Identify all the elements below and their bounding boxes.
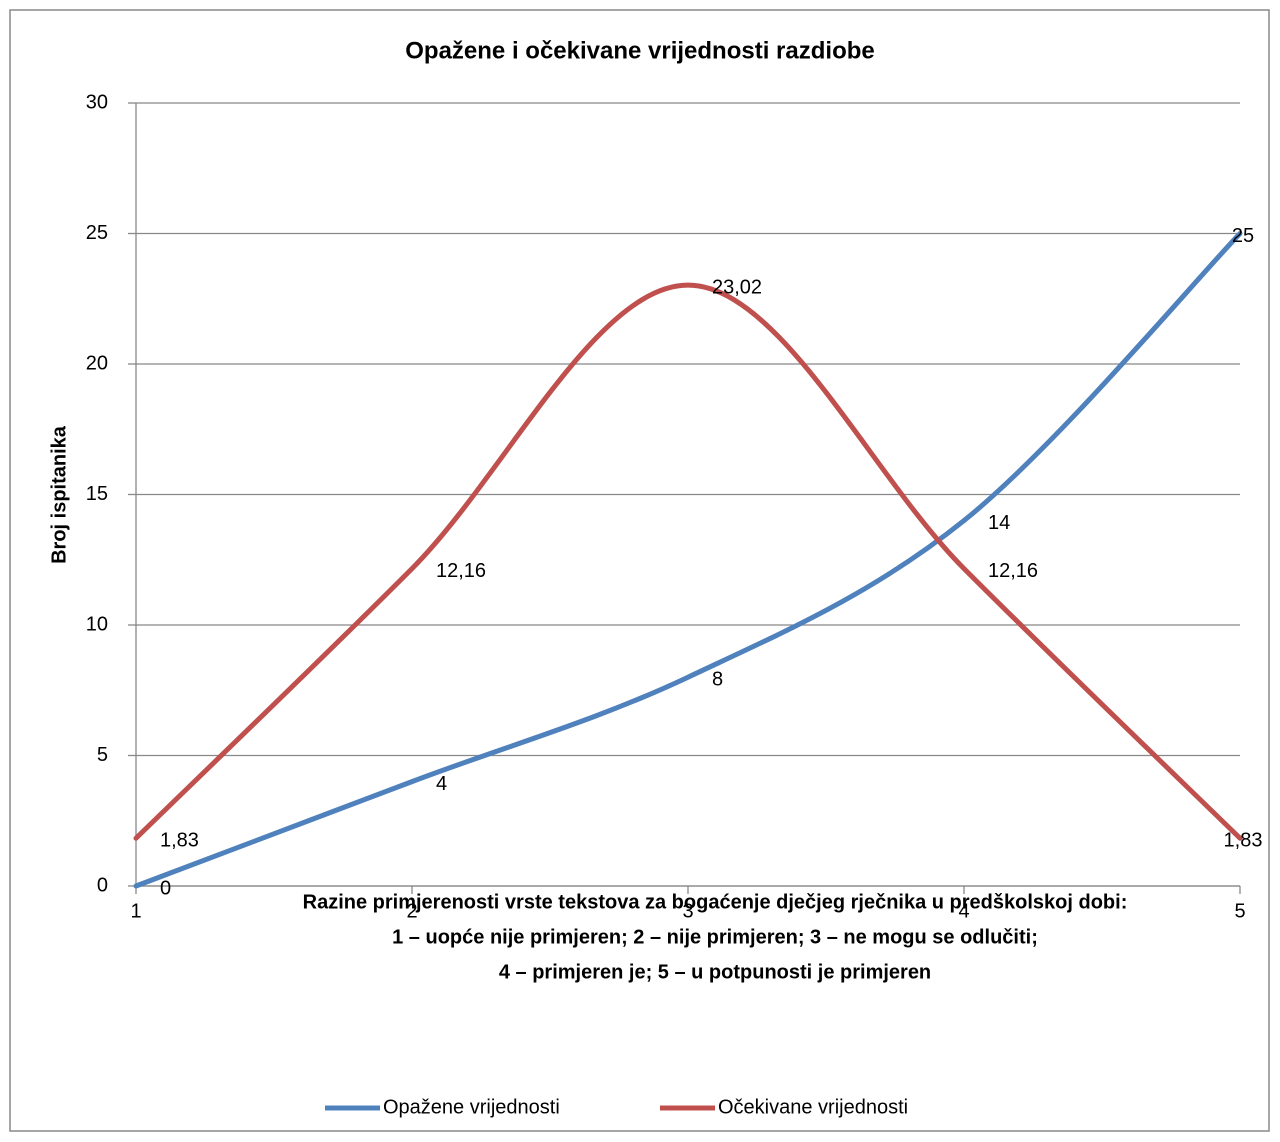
legend-label: Opažene vrijednosti	[383, 1096, 560, 1118]
data-label: 1,83	[160, 830, 199, 852]
y-tick-label: 15	[86, 483, 108, 505]
data-label: 0	[160, 877, 171, 899]
data-label: 12,16	[988, 560, 1038, 582]
y-tick-label: 25	[86, 222, 108, 244]
x-tick-label: 3	[682, 900, 693, 922]
x-axis-label: 4 – primjeren je; 5 – u potpunosti je pr…	[499, 961, 931, 983]
x-axis-label: Razine primjerenosti vrste tekstova za b…	[303, 891, 1128, 913]
data-label: 25	[1232, 225, 1254, 247]
data-label: 12,16	[436, 560, 486, 582]
series-line	[133, 231, 1243, 889]
series-line	[133, 282, 1243, 841]
y-tick-label: 5	[97, 744, 108, 766]
data-label: 8	[712, 668, 723, 690]
y-tick-label: 0	[97, 874, 108, 896]
y-tick-label: 10	[86, 613, 108, 635]
data-label: 14	[988, 512, 1010, 534]
x-tick-label: 5	[1234, 900, 1245, 922]
data-label: 4	[436, 773, 447, 795]
x-axis-label: 1 – uopće nije primjeren; 2 – nije primj…	[392, 926, 1038, 948]
data-label: 1,83	[1224, 830, 1263, 852]
x-tick-label: 1	[130, 900, 141, 922]
y-tick-label: 30	[86, 91, 108, 113]
y-axis-label: Broj ispitanika	[48, 425, 70, 564]
data-label: 23,02	[712, 276, 762, 298]
chart-frame	[9, 9, 1270, 1132]
x-tick-label: 2	[406, 900, 417, 922]
legend-label: Očekivane vrijednosti	[718, 1096, 908, 1118]
x-tick-label: 4	[958, 900, 969, 922]
chart-title: Opažene i očekivane vrijednosti razdiobe	[405, 37, 875, 64]
y-tick-label: 20	[86, 352, 108, 374]
